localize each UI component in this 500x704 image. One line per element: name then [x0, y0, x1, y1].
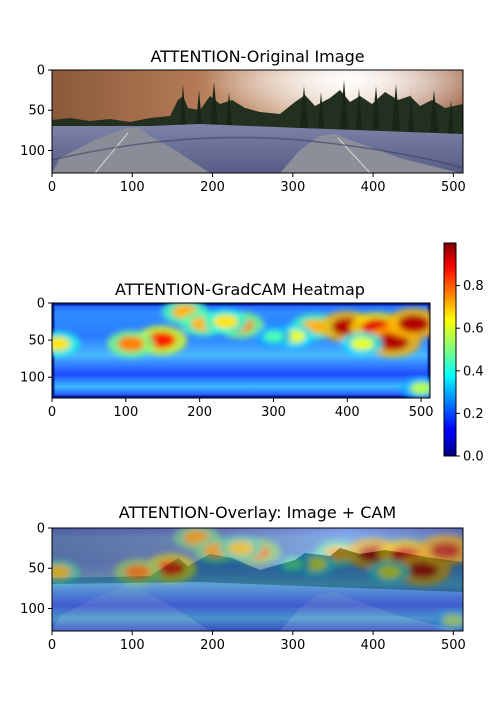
heat-spot [410, 382, 430, 395]
x-tick-label: 100 [113, 405, 138, 420]
heat-spot [117, 336, 145, 352]
x-tick-label: 400 [361, 180, 386, 195]
heat-spot [350, 337, 374, 351]
y-tick-label: 50 [28, 334, 45, 349]
x-tick-label: 400 [361, 638, 386, 653]
panel-original: ATTENTION-Original Image 0 100 200 300 400 50… [20, 47, 466, 195]
x-axis-original: 0 100 200 300 400 500 [48, 173, 466, 195]
x-tick-label: 500 [441, 180, 466, 195]
y-tick-label: 50 [28, 562, 45, 577]
heat-spot [213, 314, 238, 329]
y-tick-label: 0 [37, 522, 45, 537]
x-tick-label: 400 [335, 405, 360, 420]
heat-spot [407, 561, 439, 579]
heat-spot [52, 336, 71, 351]
x-tick-label: 0 [48, 405, 56, 420]
y-tick-label: 50 [28, 104, 45, 119]
x-axis-heatmap: 0 100 200 300 400 500 [48, 398, 434, 420]
colorbar-tick-label: 0.2 [463, 407, 484, 422]
heat-spot [263, 330, 284, 343]
y-tick-label: 0 [37, 64, 45, 79]
x-axis-overlay: 0 100 200 300 400 500 [48, 631, 466, 653]
panel-overlay: ATTENTION-Overlay: Image + CAM 0 100 200 30… [20, 503, 466, 653]
colorbar-tick-label: 0.8 [463, 279, 484, 294]
colorbar-tick-label: 0.0 [463, 450, 484, 465]
heat-spot [282, 558, 303, 570]
x-tick-label: 200 [187, 405, 212, 420]
colorbar: 0.0 0.2 0.4 0.6 0.8 [443, 242, 484, 465]
x-tick-label: 300 [261, 405, 286, 420]
x-tick-label: 300 [280, 180, 305, 195]
panel-title-overlay: ATTENTION-Overlay: Image + CAM [119, 503, 396, 522]
y-axis-original: 0 50 100 [20, 64, 52, 159]
heat-spot [228, 541, 253, 556]
y-tick-label: 100 [20, 371, 45, 386]
overlay-frame [51, 527, 464, 632]
y-tick-label: 100 [20, 602, 45, 617]
overlay-image [52, 528, 463, 631]
x-tick-label: 0 [48, 180, 56, 195]
panel-title-heatmap: ATTENTION-GradCAM Heatmap [115, 280, 365, 299]
y-axis-overlay: 0 50 100 [20, 522, 52, 617]
heat-spot [398, 315, 430, 333]
heat-spot [429, 541, 461, 560]
x-tick-label: 0 [48, 638, 56, 653]
heat-spot [156, 560, 186, 577]
heatmap-frame [51, 302, 431, 399]
photo-frame [51, 69, 464, 174]
colorbar-tick-label: 0.4 [463, 364, 484, 379]
heat-spot [124, 564, 152, 580]
heat-spot [377, 565, 401, 579]
panel-heatmap: ATTENTION-GradCAM Heatmap 0 100 200 300 400 5… [20, 242, 484, 465]
y-tick-label: 0 [37, 297, 45, 312]
photo-image [52, 70, 463, 173]
x-tick-label: 100 [120, 180, 145, 195]
y-axis-heatmap: 0 50 100 [20, 297, 52, 386]
colorbar-ticks: 0.0 0.2 0.4 0.6 0.8 [456, 279, 484, 465]
heat-spot [442, 614, 463, 627]
colorbar-tick-label: 0.6 [463, 322, 484, 337]
y-tick-label: 100 [20, 144, 45, 159]
heatmap-image [52, 303, 430, 398]
x-tick-label: 500 [409, 405, 434, 420]
x-tick-label: 500 [441, 638, 466, 653]
x-tick-label: 200 [200, 180, 225, 195]
x-tick-label: 200 [200, 638, 225, 653]
heat-spot [52, 565, 71, 580]
panel-title-original: ATTENTION-Original Image [150, 47, 364, 66]
x-tick-label: 100 [120, 638, 145, 653]
colorbar-gradient [443, 242, 457, 457]
x-tick-label: 300 [280, 638, 305, 653]
